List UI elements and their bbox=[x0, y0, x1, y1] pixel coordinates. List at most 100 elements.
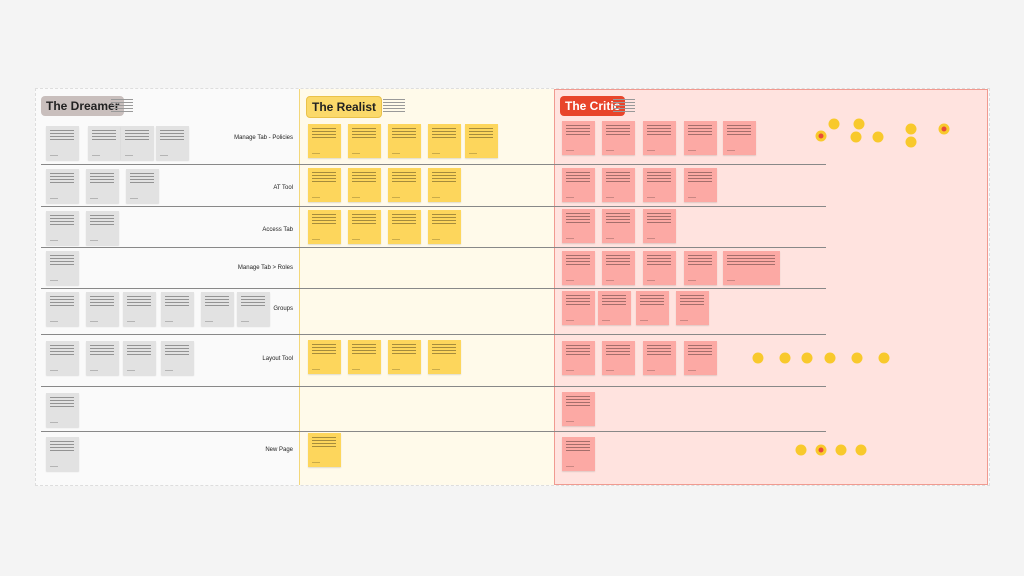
vote-dot-sticker[interactable] bbox=[853, 118, 865, 130]
dreamer-sticky-note[interactable] bbox=[161, 292, 194, 326]
critic-sticky-note[interactable] bbox=[602, 121, 635, 155]
dreamer-sticky-note[interactable] bbox=[46, 126, 79, 160]
realist-sticky-note[interactable] bbox=[388, 340, 421, 374]
dreamer-sticky-note[interactable] bbox=[46, 251, 79, 285]
dreamer-sticky-note[interactable] bbox=[86, 292, 119, 326]
dreamer-sticky-note[interactable] bbox=[123, 292, 156, 326]
vote-dot-sticker[interactable] bbox=[824, 352, 836, 364]
row-label: Layout Tool bbox=[262, 356, 293, 362]
critic-section bbox=[554, 89, 988, 485]
realist-sticky-note[interactable] bbox=[308, 210, 341, 244]
dreamer-sticky-note[interactable] bbox=[46, 169, 79, 203]
row-label: Manage Tab - Policies bbox=[234, 135, 293, 141]
realist-sticky-note[interactable] bbox=[308, 433, 341, 467]
critic-sticky-note[interactable] bbox=[602, 341, 635, 375]
critic-sticky-note[interactable] bbox=[562, 168, 595, 202]
dreamer-sticky-note[interactable] bbox=[156, 126, 189, 160]
realist-sticky-note[interactable] bbox=[308, 340, 341, 374]
realist-sticky-note[interactable] bbox=[428, 340, 461, 374]
vote-dot-sticker[interactable] bbox=[850, 131, 862, 143]
vote-dot-sticker[interactable] bbox=[835, 444, 847, 456]
vote-dot-sticker[interactable] bbox=[878, 352, 890, 364]
dreamer-sticky-note[interactable] bbox=[46, 437, 79, 471]
critic-sticky-note[interactable] bbox=[643, 209, 676, 243]
row-divider bbox=[41, 386, 826, 387]
critic-sticky-note[interactable] bbox=[562, 121, 595, 155]
realist-sticky-note[interactable] bbox=[428, 168, 461, 202]
dreamer-title[interactable]: The Dreamer bbox=[41, 96, 125, 116]
critic-sticky-note[interactable] bbox=[562, 251, 595, 285]
dreamer-sticky-note[interactable] bbox=[46, 292, 79, 326]
realist-section bbox=[299, 89, 555, 485]
vote-dot-sticker[interactable] bbox=[855, 444, 867, 456]
dreamer-sticky-note[interactable] bbox=[88, 126, 121, 160]
realist-sticky-note[interactable] bbox=[348, 210, 381, 244]
critic-sticky-note[interactable] bbox=[636, 291, 669, 325]
dreamer-sticky-note[interactable] bbox=[201, 292, 234, 326]
realist-sticky-note[interactable] bbox=[348, 168, 381, 202]
critic-sticky-note[interactable] bbox=[562, 341, 595, 375]
dreamer-sticky-note[interactable] bbox=[126, 169, 159, 203]
dreamer-sticky-note[interactable] bbox=[46, 393, 79, 427]
whiteboard-canvas[interactable]: The Dreamer The Realist The Critic Manag… bbox=[35, 88, 990, 486]
critic-sticky-note[interactable] bbox=[598, 291, 631, 325]
dreamer-sticky-note[interactable] bbox=[123, 341, 156, 375]
vote-dot-sticker[interactable] bbox=[851, 352, 863, 364]
vote-dot-sticker[interactable] bbox=[905, 123, 917, 135]
realist-sticky-note[interactable] bbox=[388, 210, 421, 244]
vote-dot-sticker[interactable] bbox=[801, 352, 813, 364]
vote-dot-sticker[interactable] bbox=[938, 123, 950, 135]
dreamer-sticky-note[interactable] bbox=[161, 341, 194, 375]
critic-sticky-note[interactable] bbox=[684, 168, 717, 202]
row-divider bbox=[41, 334, 826, 335]
critic-sticky-note[interactable] bbox=[643, 121, 676, 155]
vote-dot-sticker[interactable] bbox=[872, 131, 884, 143]
realist-sticky-note[interactable] bbox=[428, 124, 461, 158]
critic-sticky-note[interactable] bbox=[643, 168, 676, 202]
critic-sticky-note[interactable] bbox=[684, 341, 717, 375]
critic-sticky-note[interactable] bbox=[602, 209, 635, 243]
vote-dot-sticker[interactable] bbox=[779, 352, 791, 364]
vote-dot-sticker[interactable] bbox=[815, 444, 827, 456]
critic-description bbox=[613, 99, 635, 113]
critic-sticky-note[interactable] bbox=[643, 251, 676, 285]
realist-sticky-note[interactable] bbox=[465, 124, 498, 158]
dreamer-sticky-note[interactable] bbox=[46, 341, 79, 375]
realist-sticky-note[interactable] bbox=[348, 340, 381, 374]
realist-sticky-note[interactable] bbox=[308, 168, 341, 202]
vote-dot-sticker[interactable] bbox=[752, 352, 764, 364]
dreamer-sticky-note[interactable] bbox=[121, 126, 154, 160]
row-divider bbox=[41, 206, 826, 207]
vote-dot-sticker[interactable] bbox=[815, 130, 827, 142]
critic-sticky-note[interactable] bbox=[562, 392, 595, 426]
dreamer-sticky-note[interactable] bbox=[86, 211, 119, 245]
dreamer-sticky-note[interactable] bbox=[46, 211, 79, 245]
row-label: Access Tab bbox=[262, 227, 293, 233]
dreamer-sticky-note[interactable] bbox=[86, 341, 119, 375]
realist-sticky-note[interactable] bbox=[388, 124, 421, 158]
critic-sticky-note[interactable] bbox=[684, 121, 717, 155]
critic-sticky-note[interactable] bbox=[723, 121, 756, 155]
critic-sticky-note[interactable] bbox=[684, 251, 717, 285]
row-divider bbox=[41, 288, 826, 289]
dreamer-sticky-note[interactable] bbox=[237, 292, 270, 326]
critic-sticky-note[interactable] bbox=[562, 437, 595, 471]
critic-sticky-note[interactable] bbox=[723, 251, 780, 285]
critic-title[interactable]: The Critic bbox=[560, 96, 626, 116]
row-divider bbox=[41, 247, 826, 248]
dreamer-sticky-note[interactable] bbox=[86, 169, 119, 203]
realist-sticky-note[interactable] bbox=[388, 168, 421, 202]
critic-sticky-note[interactable] bbox=[602, 168, 635, 202]
critic-sticky-note[interactable] bbox=[602, 251, 635, 285]
critic-sticky-note[interactable] bbox=[562, 209, 595, 243]
vote-dot-sticker[interactable] bbox=[795, 444, 807, 456]
vote-dot-sticker[interactable] bbox=[905, 136, 917, 148]
realist-sticky-note[interactable] bbox=[308, 124, 341, 158]
critic-sticky-note[interactable] bbox=[676, 291, 709, 325]
vote-dot-sticker[interactable] bbox=[828, 118, 840, 130]
realist-sticky-note[interactable] bbox=[348, 124, 381, 158]
critic-sticky-note[interactable] bbox=[562, 291, 595, 325]
realist-sticky-note[interactable] bbox=[428, 210, 461, 244]
critic-sticky-note[interactable] bbox=[643, 341, 676, 375]
realist-title[interactable]: The Realist bbox=[306, 96, 383, 118]
